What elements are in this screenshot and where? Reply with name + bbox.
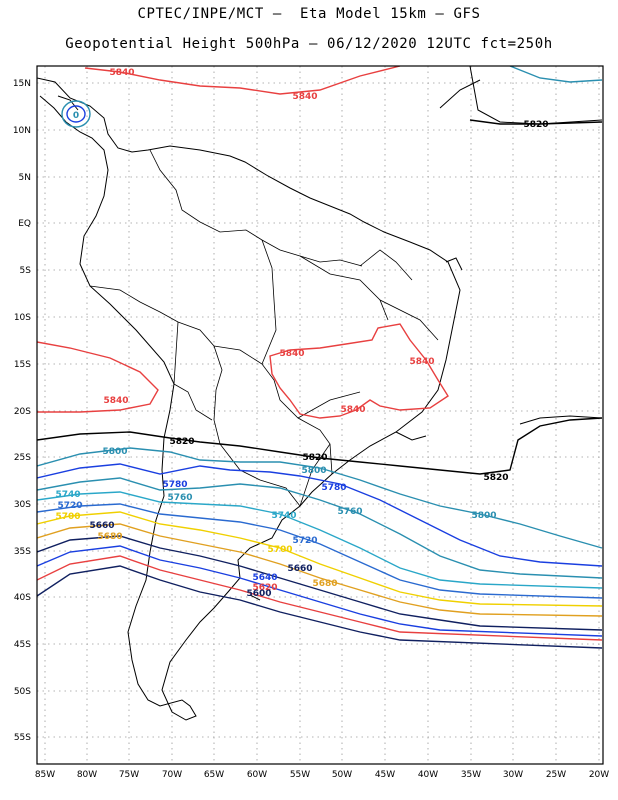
map-subtitle: Geopotential Height 500hPa – 06/12/2020 … <box>65 36 553 52</box>
contour-label: 5840 <box>292 92 317 102</box>
height-contours <box>37 66 603 649</box>
lon-tick-label: 80W <box>77 770 97 780</box>
lon-tick-label: 40W <box>418 770 438 780</box>
lon-tick-label: 75W <box>119 770 139 780</box>
contour-label: 5660 <box>287 564 312 574</box>
contour-label: 5760 <box>167 493 192 503</box>
longitude-ticks: 85W 80W 75W 70W 65W 60W 55W 50W 45W 40W 35W 30W 25W 2… <box>35 770 609 780</box>
lon-tick-label: 55W <box>290 770 310 780</box>
lat-lon-grid <box>37 66 603 764</box>
contour-label: 5820 <box>523 120 548 130</box>
contour-label: 5840 <box>103 396 128 406</box>
lat-tick-label: 15N <box>13 79 31 89</box>
contour-label: 5700 <box>267 545 292 555</box>
lat-tick-label: 5N <box>19 173 31 183</box>
contour-label: 5740 <box>55 490 80 500</box>
contour-label: 5820 <box>302 453 327 463</box>
contour-label: 5800 <box>301 466 326 476</box>
contour-label: 5840 <box>340 405 365 415</box>
contour-label: 5640 <box>252 573 277 583</box>
contour-label: 5600 <box>246 589 271 599</box>
contour-label: 5720 <box>57 501 82 511</box>
lat-tick-label: EQ <box>18 219 31 229</box>
lon-tick-label: 50W <box>332 770 352 780</box>
contour-label: 0 <box>73 111 79 121</box>
lat-tick-label: 40S <box>14 593 31 603</box>
contour-label: 5780 <box>321 483 346 493</box>
contour-label: 5820 <box>483 473 508 483</box>
lat-tick-label: 55S <box>14 733 31 743</box>
lon-tick-label: 60W <box>247 770 267 780</box>
lat-tick-label: 25S <box>14 453 31 463</box>
lon-tick-label: 70W <box>162 770 182 780</box>
latitude-ticks: 15N 10N 5N EQ 5S 10S 15S 20S 25S 30S 35S 40S 45S 50S 5… <box>13 79 31 743</box>
contour-label: 5780 <box>162 480 187 490</box>
lon-tick-label: 65W <box>204 770 224 780</box>
contour-label: 5840 <box>279 349 304 359</box>
contour-label: 5820 <box>169 437 194 447</box>
contour-label: 5840 <box>109 68 134 78</box>
lon-tick-label: 20W <box>589 770 609 780</box>
lon-tick-label: 45W <box>375 770 395 780</box>
contour-label: 5740 <box>271 511 296 521</box>
lat-tick-label: 45S <box>14 640 31 650</box>
contour-label: 5800 <box>471 511 496 521</box>
country-borders <box>89 149 439 507</box>
contour-label: 5660 <box>89 521 114 531</box>
lon-tick-label: 30W <box>503 770 523 780</box>
map-frame <box>36 65 604 765</box>
lat-tick-label: 15S <box>14 360 31 370</box>
lat-tick-label: 10N <box>13 126 31 136</box>
lat-tick-label: 5S <box>20 266 32 276</box>
contour-labels: 5840 5840 5840 5840 5840 5840 5820 5820 5820 5820… <box>55 68 548 599</box>
map-title: CPTEC/INPE/MCT – Eta Model 15km – GFS <box>137 6 481 22</box>
lat-tick-label: 35S <box>14 547 31 557</box>
contour-label: 5620 <box>252 583 277 593</box>
lat-tick-label: 30S <box>14 500 31 510</box>
contour-label: 5680 <box>312 579 337 589</box>
contour-label: 5700 <box>55 512 80 522</box>
lat-tick-label: 50S <box>14 687 31 697</box>
contour-label: 5800 <box>102 447 127 457</box>
contour-label: 5760 <box>337 507 362 517</box>
lat-tick-label: 20S <box>14 407 31 417</box>
lat-tick-label: 10S <box>14 313 31 323</box>
lon-tick-label: 85W <box>35 770 55 780</box>
lon-tick-label: 35W <box>461 770 481 780</box>
contour-label: 5720 <box>292 536 317 546</box>
contour-label: 5840 <box>409 357 434 367</box>
contour-label: 5680 <box>97 532 122 542</box>
lon-tick-label: 25W <box>546 770 566 780</box>
